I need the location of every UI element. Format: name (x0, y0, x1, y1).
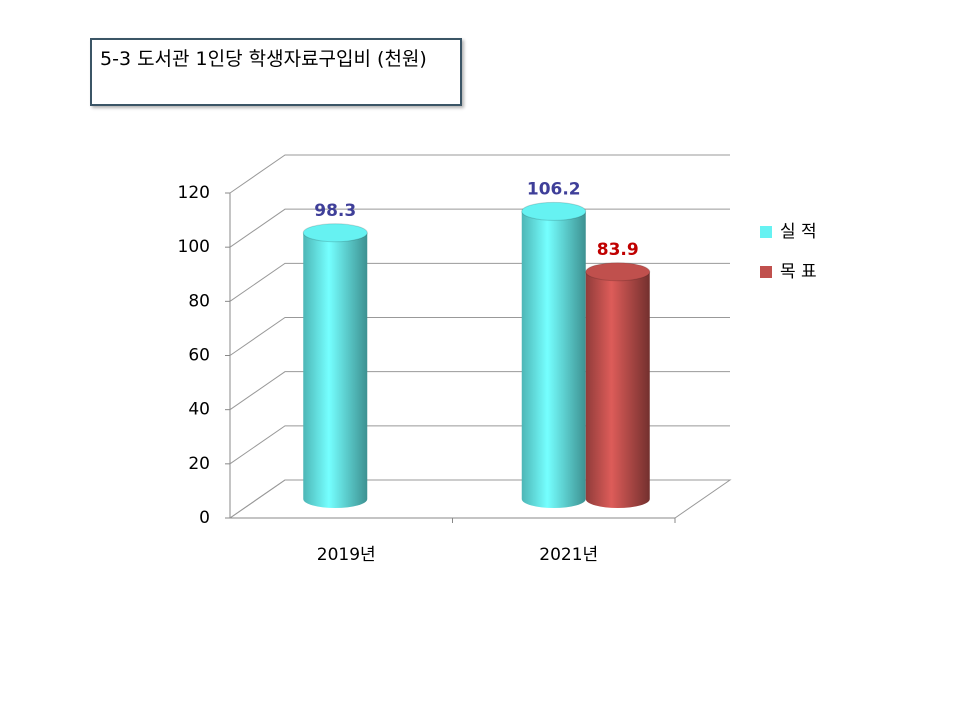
cylinder-top (302, 223, 368, 243)
y-tick-label: 20 (188, 454, 210, 474)
cylinder-body (303, 232, 368, 509)
x-tick-label: 2021년 (539, 545, 598, 565)
y-tick-label: 40 (188, 400, 210, 420)
y-tick-label: 80 (188, 291, 210, 311)
cylinder-top (521, 201, 587, 221)
cylinder-body (585, 271, 650, 509)
y-tick-label: 0 (199, 508, 210, 528)
legend-swatch (760, 226, 772, 238)
legend-swatch (760, 266, 772, 278)
chart-title: 5-3 도서관 1인당 학생자료구입비 (천원) (90, 38, 462, 106)
legend-label: 목 표 (780, 262, 817, 282)
y-tick-label: 100 (178, 237, 210, 257)
grid-line (229, 154, 730, 194)
y-tick-label: 120 (178, 183, 210, 203)
cylinder-body (521, 211, 586, 509)
data-label: 83.9 (597, 240, 639, 260)
y-tick-label: 60 (188, 346, 210, 366)
cylinder-top (585, 262, 651, 282)
legend-label: 실 적 (780, 222, 817, 242)
data-label: 98.3 (314, 201, 356, 221)
data-label: 106.2 (527, 179, 581, 199)
x-tick-label: 2019년 (317, 545, 376, 565)
